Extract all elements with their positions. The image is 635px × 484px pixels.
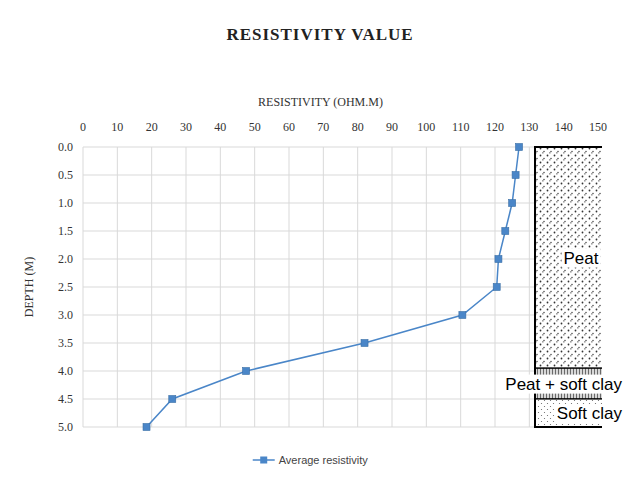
marker: [509, 200, 516, 207]
legend: Average resistivity: [253, 454, 369, 466]
y-axis-title: DEPTH (M): [22, 257, 36, 317]
y-tick-label: 1.0: [58, 196, 73, 210]
soil-layer: [535, 399, 602, 427]
y-grid-line: [83, 343, 598, 344]
layer-label: Peat + soft clay: [505, 375, 622, 394]
x-tick-label: 80: [352, 120, 364, 134]
marker: [169, 396, 176, 403]
marker: [493, 284, 500, 291]
layer-labels: Peat Peat + soft clay Soft clay: [503, 249, 624, 423]
chart: RESISTIVITY VALUE RESISTIVITY (OHM.M) 0 10 2…: [0, 0, 635, 484]
label-patch: [503, 375, 624, 394]
marker: [459, 312, 466, 319]
y-tick-label: 0.5: [58, 168, 73, 182]
x-tick-label: 30: [180, 120, 192, 134]
legend-marker: [260, 457, 267, 464]
x-tick-label: 100: [417, 120, 435, 134]
y-grid-line: [83, 427, 598, 428]
y-tick-label: 4.5: [58, 392, 73, 406]
label-patch: [562, 249, 601, 268]
y-tick-label: 3.0: [58, 308, 73, 322]
y-tick-label: 2.0: [58, 252, 73, 266]
x-tick-label: 110: [452, 120, 470, 134]
x-tick-label: 10: [111, 120, 123, 134]
y-grid-line: [83, 371, 598, 372]
x-tick-label: 60: [283, 120, 295, 134]
x-tick-label: 120: [486, 120, 504, 134]
marker: [502, 228, 509, 235]
marker: [143, 424, 150, 431]
x-tick-label: 0: [80, 120, 86, 134]
x-axis-title: RESISTIVITY (OHM.M): [258, 95, 383, 109]
x-tick-label: 20: [146, 120, 158, 134]
x-tick-label: 50: [249, 120, 261, 134]
title: RESISTIVITY VALUE: [226, 25, 413, 44]
y-grid-line: [83, 175, 598, 176]
marker: [516, 144, 523, 151]
y-tick-label: 3.5: [58, 336, 73, 350]
marker: [361, 340, 368, 347]
y-tick-label: 5.0: [58, 420, 73, 434]
x-tick-label: 150: [589, 120, 607, 134]
y-grid-line: [83, 259, 598, 260]
x-tick-label: 140: [555, 120, 573, 134]
soil-layer: [535, 147, 602, 368]
y-grid-line: [83, 287, 598, 288]
y-grid-line: [83, 399, 598, 400]
plot-area: [143, 144, 602, 431]
y-tick-label: 1.5: [58, 224, 73, 238]
x-tick-label: 40: [214, 120, 226, 134]
y-tick-label: 4.0: [58, 364, 73, 378]
series-line: [147, 147, 520, 427]
marker: [243, 368, 250, 375]
x-tick-label: 130: [520, 120, 538, 134]
y-grid-line: [83, 315, 598, 316]
layer-label: Peat: [564, 249, 599, 268]
marker: [495, 256, 502, 263]
y-tick-label: 2.5: [58, 280, 73, 294]
x-tick-label: 90: [386, 120, 398, 134]
y-tick-label: 0.0: [58, 140, 73, 154]
y-grid-line: [83, 231, 598, 232]
marker: [512, 172, 519, 179]
label-patch: [555, 404, 625, 423]
layer-label: Soft clay: [557, 404, 623, 423]
y-grid-line: [83, 203, 598, 204]
x-tick-label: 70: [317, 120, 329, 134]
legend-label: Average resistivity: [279, 454, 369, 466]
